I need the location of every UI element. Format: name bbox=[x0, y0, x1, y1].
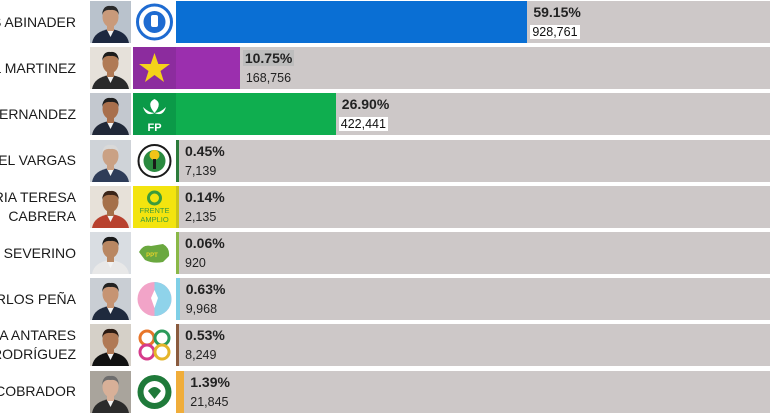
party-logo-icon bbox=[133, 324, 176, 367]
candidate-name: S ABINADER bbox=[0, 0, 76, 44]
bar-track: 0.06% 920 bbox=[176, 232, 770, 274]
candidate-name: COBRADOR bbox=[0, 370, 76, 414]
percent-label: 59.15% bbox=[533, 4, 581, 20]
candidate-photo bbox=[90, 232, 131, 274]
bar bbox=[176, 1, 528, 43]
candidate-name: UEL VARGAS bbox=[0, 139, 76, 183]
percent-label: 0.06% bbox=[185, 235, 225, 251]
percent-label: 0.53% bbox=[185, 327, 225, 344]
candidate-row: RLOS PEÑA 0.63% 9,968 bbox=[0, 277, 770, 321]
candidate-name-line: ERNANDEZ bbox=[0, 105, 76, 122]
percent-label: 1.39% bbox=[190, 373, 230, 390]
candidate-name-line: COBRADOR bbox=[0, 383, 76, 400]
candidate-name-line: S ABINADER bbox=[0, 13, 76, 30]
bar bbox=[176, 324, 180, 367]
percent-label: 0.63% bbox=[185, 281, 226, 298]
bar-track: 0.14% 2,135 bbox=[176, 185, 770, 228]
candidate-photo bbox=[90, 370, 131, 413]
candidate-photo bbox=[90, 278, 131, 321]
candidate-name-line: O SEVERINO bbox=[0, 244, 76, 261]
svg-text:FRENTE: FRENTE bbox=[140, 206, 170, 215]
percent-label: 10.75% bbox=[242, 50, 295, 67]
percent-label: 0.14% bbox=[185, 188, 225, 205]
candidate-photo bbox=[90, 324, 131, 367]
candidate-row: RIA TERESA CABRERA FRENTE AMPLIO 0.14% 2,13… bbox=[0, 185, 770, 229]
candidate-row: A ANTARES RODRÍGUEZ 0.53% 8,249 bbox=[0, 323, 770, 367]
svg-text:AMPLIO: AMPLIO bbox=[140, 215, 169, 224]
candidate-name: O SEVERINO bbox=[0, 231, 76, 275]
party-logo-icon: FRENTE AMPLIO bbox=[133, 185, 176, 228]
candidate-name-line: RIA TERESA bbox=[0, 188, 76, 205]
vote-count-label: 21,845 bbox=[190, 394, 229, 409]
vote-count-label: 168,756 bbox=[245, 71, 292, 86]
bar bbox=[176, 278, 180, 321]
svg-text:PPT: PPT bbox=[146, 253, 158, 259]
bar bbox=[176, 139, 179, 182]
vote-count-label: 920 bbox=[185, 256, 206, 270]
party-logo-icon bbox=[133, 278, 176, 321]
bar-track: 26.90% 422,441 bbox=[176, 93, 770, 136]
bar-track: 10.75% 168,756 bbox=[176, 47, 770, 90]
percent-label: 0.45% bbox=[185, 142, 225, 159]
candidate-name-line: A ANTARES bbox=[0, 327, 76, 344]
candidate-photo bbox=[90, 93, 131, 136]
bar bbox=[176, 47, 240, 90]
candidate-name-line: UEL VARGAS bbox=[0, 152, 76, 169]
party-logo-icon: PPT bbox=[133, 232, 176, 274]
percent-label: 26.90% bbox=[341, 96, 390, 113]
bar bbox=[176, 370, 185, 413]
bar bbox=[176, 93, 336, 136]
candidate-row: S ABINADER 59.15% 928,761 bbox=[0, 0, 770, 44]
candidate-photo bbox=[90, 185, 131, 228]
bar-track: 1.39% 21,845 bbox=[176, 370, 770, 413]
bar-track: 59.15% 928,761 bbox=[176, 1, 770, 43]
candidate-row: ERNANDEZ FP 26.90% 422,441 bbox=[0, 92, 770, 136]
bar bbox=[176, 185, 179, 228]
candidate-name-line: CABRERA bbox=[8, 207, 76, 224]
party-logo-icon bbox=[133, 370, 176, 413]
party-logo-icon bbox=[133, 139, 176, 182]
candidate-row: COBRADOR 1.39% 21,845 bbox=[0, 370, 770, 414]
candidate-name-line: RLOS PEÑA bbox=[0, 290, 76, 307]
candidate-name: L MARTINEZ bbox=[0, 46, 76, 90]
party-logo-icon: FP bbox=[133, 93, 176, 136]
bar-track: 0.63% 9,968 bbox=[176, 278, 770, 321]
candidate-name: RIA TERESA CABRERA bbox=[0, 185, 76, 229]
vote-count-label: 2,135 bbox=[185, 209, 217, 224]
candidate-name-line: L MARTINEZ bbox=[0, 59, 76, 76]
party-logo-icon bbox=[133, 1, 176, 43]
vote-count-label: 928,761 bbox=[530, 25, 580, 39]
candidate-photo bbox=[90, 139, 131, 182]
candidate-photo bbox=[90, 1, 131, 43]
svg-text:FP: FP bbox=[147, 122, 161, 134]
candidate-row: UEL VARGAS 0.45% 7,139 bbox=[0, 139, 770, 183]
bar-track: 0.53% 8,249 bbox=[176, 324, 770, 367]
candidate-name: ERNANDEZ bbox=[0, 92, 76, 136]
vote-count-label: 9,968 bbox=[185, 302, 218, 317]
candidate-row: L MARTINEZ 10.75% 168,756 bbox=[0, 46, 770, 90]
party-logo-icon bbox=[133, 47, 176, 90]
vote-count-label: 7,139 bbox=[185, 163, 217, 178]
vote-count-label: 422,441 bbox=[338, 117, 388, 132]
candidate-photo bbox=[90, 47, 131, 90]
candidate-name-line: RODRÍGUEZ bbox=[0, 346, 76, 363]
vote-count-label: 8,249 bbox=[185, 348, 217, 363]
candidate-row: O SEVERINO PPT 0.06% 920 bbox=[0, 231, 770, 275]
bar bbox=[176, 232, 179, 274]
bar-track: 0.45% 7,139 bbox=[176, 139, 770, 182]
candidate-name: A ANTARES RODRÍGUEZ bbox=[0, 323, 76, 367]
candidate-name: RLOS PEÑA bbox=[0, 277, 76, 321]
